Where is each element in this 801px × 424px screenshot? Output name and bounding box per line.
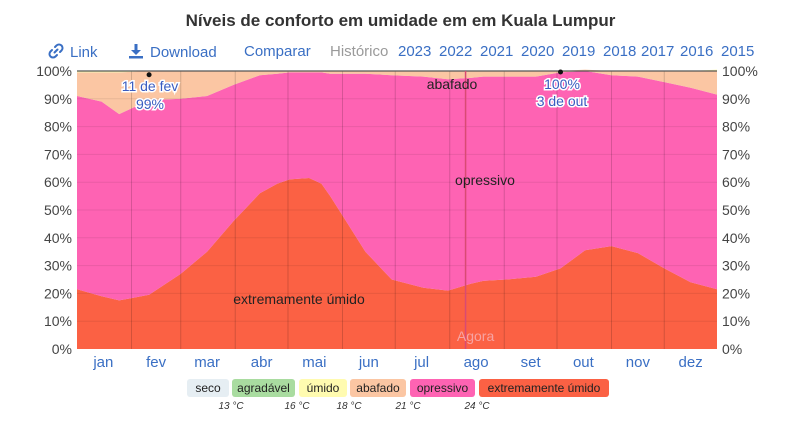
y-tick-right: 20%	[722, 285, 750, 301]
download-button[interactable]: Download	[128, 43, 217, 63]
page-title: Níveis de conforto em umidade em em Kual…	[185, 11, 616, 30]
legend-item-umido: úmido	[299, 379, 347, 397]
download-label: Download	[150, 44, 217, 61]
month-label-jun: jun	[358, 354, 379, 371]
compare-button[interactable]: Comparar	[244, 43, 311, 60]
annotation-marker	[146, 72, 152, 78]
annotation-line-1: 11 de fev	[122, 78, 179, 94]
legend-item-agradavel: agradável	[232, 379, 295, 397]
month-label-mar: mar	[194, 354, 220, 371]
legend-item-abafado: abafado	[350, 379, 406, 397]
link-label: Link	[70, 44, 98, 61]
area-opressivo	[77, 71, 717, 301]
y-tick-left: 10%	[44, 313, 72, 329]
month-label-nov: nov	[626, 354, 651, 371]
y-tick-right: 0%	[722, 341, 742, 357]
y-tick-left: 100%	[36, 63, 72, 79]
year-2018[interactable]: 2018	[603, 43, 637, 60]
year-2021[interactable]: 2021	[480, 43, 514, 60]
year-2017[interactable]: 2017	[641, 43, 675, 60]
y-tick-right: 60%	[722, 174, 750, 190]
y-tick-right: 90%	[722, 91, 750, 107]
month-label-out: out	[573, 354, 595, 371]
month-label-dez: dez	[679, 354, 703, 371]
toolbar: Link Download Comparar Histórico 2023 20…	[0, 43, 801, 63]
y-tick-right: 100%	[722, 63, 758, 79]
now-label: Agora	[457, 328, 495, 344]
y-tick-left: 20%	[44, 285, 72, 301]
annotation-line-2: 3 de out	[537, 93, 588, 109]
month-label-mai: mai	[302, 354, 326, 371]
y-tick-left: 40%	[44, 230, 72, 246]
month-label-jan: jan	[92, 354, 113, 371]
y-tick-left: 50%	[44, 202, 72, 218]
legend-item-extremamente-umido: extremamente úmido	[479, 379, 609, 397]
year-2019[interactable]: 2019	[562, 43, 596, 60]
y-tick-right: 10%	[722, 313, 750, 329]
month-label-abr: abr	[251, 354, 273, 371]
legend-item-seco: seco	[187, 379, 229, 397]
month-label-ago: ago	[464, 354, 489, 371]
y-tick-right: 70%	[722, 146, 750, 162]
month-label-jul: jul	[413, 354, 429, 371]
year-2023[interactable]: 2023	[398, 43, 432, 60]
threshold-16: 16 °C	[284, 401, 310, 412]
legend-item-opressivo: opressivo	[410, 379, 475, 397]
month-label-fev: fev	[146, 354, 167, 371]
y-tick-right: 50%	[722, 202, 750, 218]
month-label-set: set	[521, 354, 542, 371]
y-tick-right: 40%	[722, 230, 750, 246]
y-tick-right: 80%	[722, 119, 750, 135]
area-abafado	[77, 69, 717, 115]
threshold-24: 24 °C	[464, 401, 490, 412]
region-label: abafado	[427, 76, 478, 92]
threshold-13: 13 °C	[218, 401, 244, 412]
y-tick-left: 0%	[52, 341, 72, 357]
y-tick-left: 90%	[44, 91, 72, 107]
annotation-marker	[558, 69, 564, 75]
y-tick-left: 60%	[44, 174, 72, 190]
download-icon	[128, 43, 144, 63]
link-button[interactable]: Link	[48, 43, 98, 63]
region-label: opressivo	[455, 172, 515, 188]
year-2022[interactable]: 2022	[439, 43, 473, 60]
year-2015[interactable]: 2015	[721, 43, 755, 60]
y-tick-left: 80%	[44, 119, 72, 135]
year-2016[interactable]: 2016	[680, 43, 714, 60]
threshold-18: 18 °C	[336, 401, 362, 412]
annotation-line-1: 100%	[544, 76, 580, 92]
year-2020[interactable]: 2020	[521, 43, 555, 60]
annotation-line-2: 99%	[136, 96, 164, 112]
y-tick-left: 70%	[44, 146, 72, 162]
area-extremamente-umido	[77, 178, 717, 349]
region-label: extremamente úmido	[233, 291, 365, 307]
y-tick-right: 30%	[722, 258, 750, 274]
threshold-21: 21 °C	[395, 401, 421, 412]
history-label: Histórico	[330, 43, 389, 60]
y-tick-left: 30%	[44, 258, 72, 274]
link-icon	[48, 43, 64, 63]
